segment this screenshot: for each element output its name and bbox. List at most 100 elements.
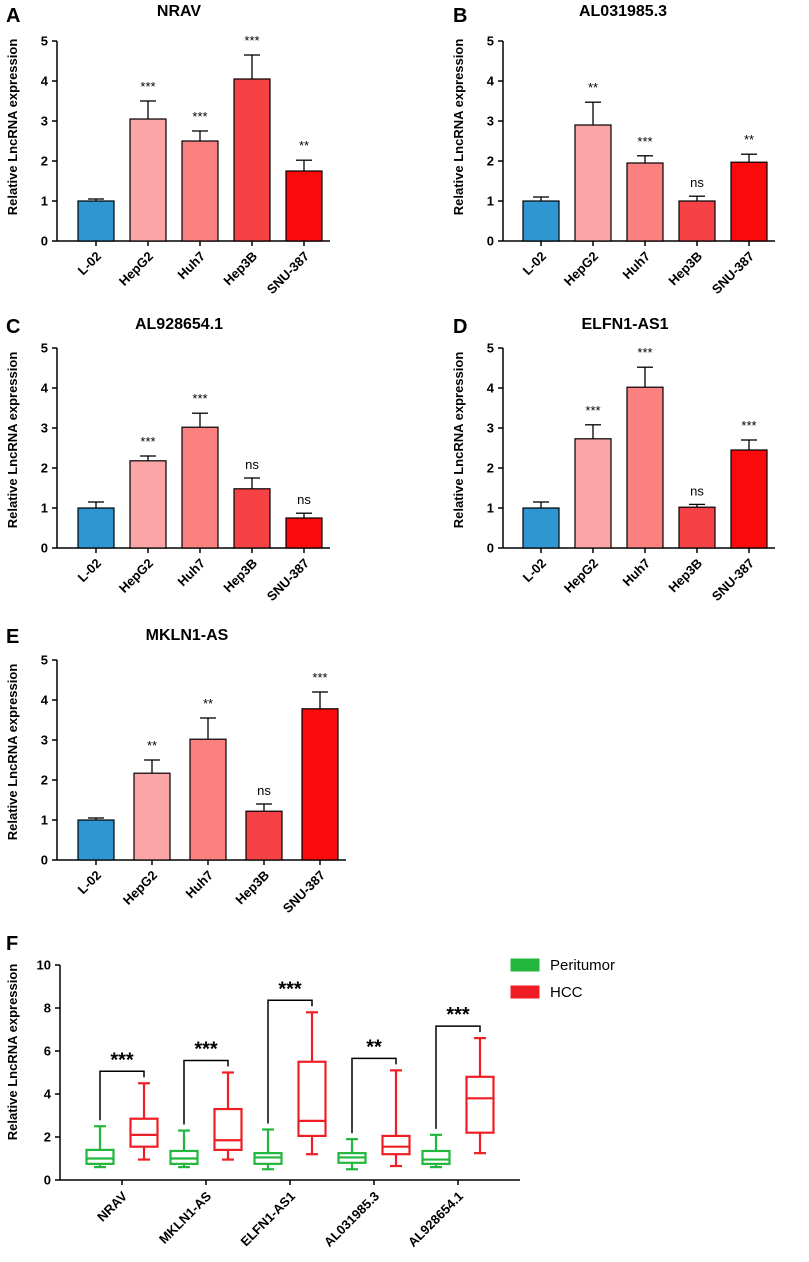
x-tick-label: Hep3B — [232, 868, 272, 908]
significance-label: *** — [278, 978, 302, 1000]
y-tick-label: 3 — [487, 421, 494, 436]
box-hcc — [129, 1117, 159, 1148]
panel-letter: C — [6, 316, 20, 338]
y-tick-label: 1 — [41, 194, 48, 209]
significance-bracket — [435, 1025, 481, 1129]
y-tick-label: 4 — [41, 693, 49, 708]
bar-hepg2 — [574, 124, 612, 242]
bar-l-02 — [77, 200, 115, 242]
box-peritumor — [421, 1149, 451, 1165]
y-tick-label: 4 — [487, 74, 495, 89]
panel-a-bar-chart: A NRAV Relative LncRNA expression 0 1 2 3 4 5… — [5, 3, 330, 297]
y-axis-label: Relative LncRNA expression — [5, 964, 20, 1141]
bar-snu-387 — [285, 517, 323, 549]
bar-l-02 — [77, 507, 115, 549]
legend-swatch-peritumor — [510, 958, 540, 972]
significance-label: ** — [147, 738, 157, 753]
bar-hep3b — [245, 810, 283, 861]
significance-label: *** — [446, 1004, 470, 1026]
y-tick-label: 0 — [41, 853, 48, 868]
legend-label: Peritumor — [550, 957, 615, 974]
significance-label: *** — [194, 1039, 218, 1061]
significance-label: *** — [192, 391, 207, 406]
y-axis-label: Relative LncRNA expression — [451, 352, 466, 529]
significance-label: *** — [244, 33, 259, 48]
significance-label: *** — [637, 345, 652, 360]
y-tick-label: 2 — [487, 154, 494, 169]
x-tick-label: Huh7 — [620, 556, 654, 590]
x-tick-label: L-02 — [75, 556, 105, 586]
chart-title: NRAV — [157, 3, 201, 20]
significance-label: ns — [690, 175, 704, 190]
significance-label: *** — [192, 109, 207, 124]
bar-huh7 — [626, 162, 664, 242]
box-hcc — [213, 1107, 243, 1152]
y-axis-label: Relative LncRNA expression — [5, 39, 20, 216]
chart-title: AL031985.3 — [579, 3, 667, 20]
x-tick-label: L-02 — [520, 249, 550, 279]
legend-label: HCC — [550, 984, 583, 1001]
panel-f-box-plot: F Relative LncRNA expression 0 2 4 6 8 10 *** N… — [5, 933, 615, 1250]
y-tick-label: 2 — [487, 461, 494, 476]
x-tick-label: SNU-387 — [264, 556, 312, 604]
y-tick-label: 5 — [487, 341, 494, 356]
bar-hepg2 — [133, 772, 171, 861]
y-tick-label: 1 — [41, 813, 48, 828]
significance-label: ns — [297, 492, 311, 507]
panel-letter: D — [453, 316, 467, 338]
x-tick-label: Huh7 — [175, 556, 209, 590]
significance-bracket — [267, 999, 313, 1124]
y-tick-label: 4 — [44, 1087, 52, 1102]
y-tick-label: 4 — [41, 74, 49, 89]
y-tick-label: 5 — [41, 653, 48, 668]
y-tick-label: 4 — [41, 381, 49, 396]
y-tick-label: 10 — [37, 958, 51, 973]
significance-label: ns — [245, 457, 259, 472]
y-tick-label: 0 — [487, 541, 494, 556]
significance-bracket — [351, 1057, 397, 1134]
y-tick-label: 1 — [41, 501, 48, 516]
bar-huh7 — [181, 426, 219, 549]
bar-snu-387 — [301, 708, 339, 861]
x-tick-label: SNU-387 — [280, 868, 328, 916]
bar-l-02 — [77, 819, 115, 861]
significance-label: *** — [741, 418, 756, 433]
bar-huh7 — [181, 140, 219, 242]
significance-label: *** — [585, 403, 600, 418]
x-tick-label: Hep3B — [665, 556, 705, 596]
y-tick-label: 6 — [44, 1044, 51, 1059]
x-tick-label: HepG2 — [116, 249, 156, 289]
significance-bracket — [183, 1059, 229, 1125]
bar-hep3b — [678, 200, 716, 242]
significance-label: ns — [690, 483, 704, 498]
significance-label: *** — [110, 1049, 134, 1071]
significance-label: *** — [637, 134, 652, 149]
y-tick-label: 3 — [41, 114, 48, 129]
y-tick-label: 0 — [41, 234, 48, 249]
significance-label: ** — [203, 696, 213, 711]
significance-label: *** — [140, 434, 155, 449]
y-tick-label: 1 — [487, 501, 494, 516]
bar-huh7 — [626, 386, 664, 549]
bar-huh7 — [189, 738, 227, 861]
bar-hep3b — [678, 506, 716, 549]
x-tick-label: SNU-387 — [709, 249, 757, 297]
y-axis-label: Relative LncRNA expression — [5, 664, 20, 841]
x-tick-label: Huh7 — [620, 249, 654, 283]
panel-b-bar-chart: B AL031985.3 Relative LncRNA expression … — [451, 3, 775, 297]
y-tick-label: 8 — [44, 1001, 51, 1016]
y-tick-label: 3 — [41, 421, 48, 436]
bar-hepg2 — [574, 438, 612, 549]
legend-swatch-hcc — [510, 985, 540, 999]
y-tick-label: 4 — [487, 381, 495, 396]
x-tick-label: Huh7 — [183, 868, 217, 902]
y-tick-label: 5 — [41, 341, 48, 356]
x-tick-label: SNU-387 — [709, 556, 757, 604]
box-hcc — [381, 1134, 411, 1156]
bar-hepg2 — [129, 460, 167, 549]
x-tick-label: HepG2 — [116, 556, 156, 596]
significance-label: ** — [588, 80, 598, 95]
significance-label: *** — [140, 79, 155, 94]
bar-snu-387 — [730, 161, 768, 242]
